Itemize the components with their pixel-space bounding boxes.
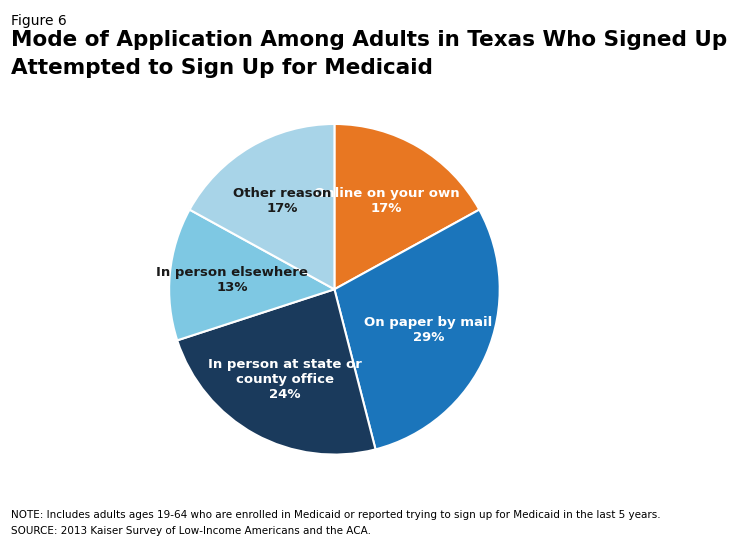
Wedge shape bbox=[334, 124, 479, 289]
Text: KAISER: KAISER bbox=[645, 497, 700, 510]
Text: On paper by mail
29%: On paper by mail 29% bbox=[365, 316, 492, 344]
Text: THE HENRY J.: THE HENRY J. bbox=[650, 488, 695, 494]
Wedge shape bbox=[334, 209, 500, 450]
Text: In person at state or
county office
24%: In person at state or county office 24% bbox=[208, 358, 362, 401]
Text: FOUNDATION: FOUNDATION bbox=[648, 525, 698, 533]
Text: In person elsewhere
13%: In person elsewhere 13% bbox=[157, 266, 308, 294]
Text: SOURCE: 2013 Kaiser Survey of Low-Income Americans and the ACA.: SOURCE: 2013 Kaiser Survey of Low-Income… bbox=[11, 526, 371, 536]
Text: Online on your own
17%: Online on your own 17% bbox=[314, 187, 459, 215]
Text: Attempted to Sign Up for Medicaid: Attempted to Sign Up for Medicaid bbox=[11, 58, 433, 78]
Wedge shape bbox=[177, 289, 376, 455]
Text: NOTE: Includes adults ages 19-64 who are enrolled in Medicaid or reported trying: NOTE: Includes adults ages 19-64 who are… bbox=[11, 510, 661, 520]
Text: Mode of Application Among Adults in Texas Who Signed Up or: Mode of Application Among Adults in Texa… bbox=[11, 30, 735, 50]
Text: FAMILY: FAMILY bbox=[647, 510, 698, 522]
Wedge shape bbox=[190, 124, 334, 289]
Text: Figure 6: Figure 6 bbox=[11, 14, 67, 28]
Text: Other reason
17%: Other reason 17% bbox=[233, 187, 331, 215]
Wedge shape bbox=[169, 209, 334, 341]
